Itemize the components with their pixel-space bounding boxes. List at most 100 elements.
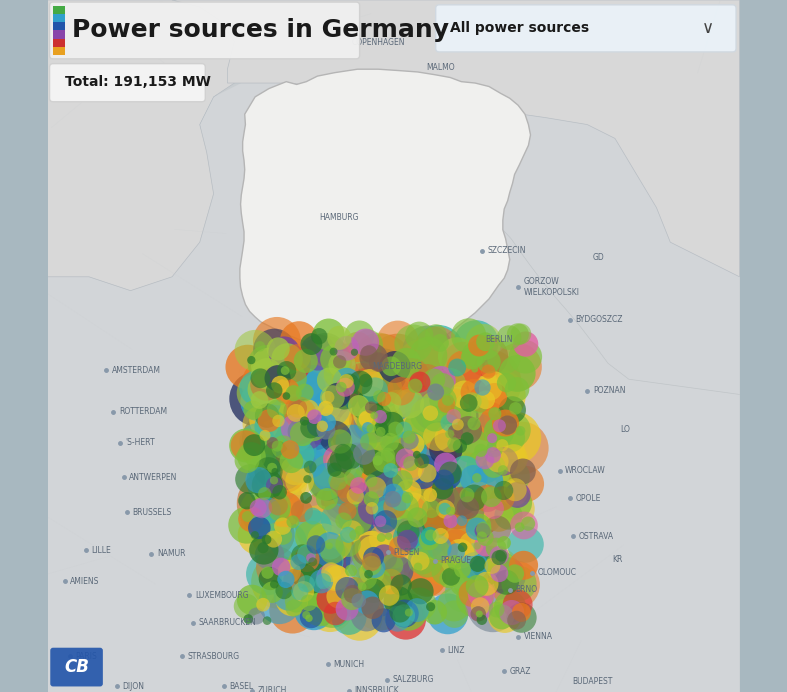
Circle shape <box>320 403 352 435</box>
Circle shape <box>403 456 418 471</box>
Circle shape <box>344 585 362 603</box>
Circle shape <box>497 490 534 528</box>
Circle shape <box>389 500 437 548</box>
Circle shape <box>371 551 409 590</box>
Circle shape <box>423 506 452 535</box>
Circle shape <box>246 467 272 493</box>
Circle shape <box>385 491 401 507</box>
Circle shape <box>411 552 430 570</box>
Circle shape <box>295 448 325 478</box>
Circle shape <box>495 412 530 448</box>
Circle shape <box>419 532 473 586</box>
Circle shape <box>386 377 416 406</box>
Circle shape <box>335 598 359 621</box>
Circle shape <box>355 590 379 614</box>
Circle shape <box>441 415 458 431</box>
Circle shape <box>375 533 411 569</box>
Circle shape <box>338 500 378 539</box>
Circle shape <box>452 392 495 435</box>
Text: PARIS: PARIS <box>76 651 97 661</box>
Circle shape <box>321 563 341 582</box>
Circle shape <box>449 568 478 597</box>
Circle shape <box>320 504 352 535</box>
Circle shape <box>268 500 290 522</box>
Circle shape <box>375 516 386 527</box>
Circle shape <box>437 488 478 529</box>
Circle shape <box>284 344 311 371</box>
Circle shape <box>491 561 540 609</box>
Circle shape <box>509 402 522 415</box>
Text: BASEL: BASEL <box>230 682 253 691</box>
Circle shape <box>423 370 467 413</box>
Circle shape <box>395 480 422 505</box>
Circle shape <box>346 487 364 504</box>
Circle shape <box>494 591 527 623</box>
Circle shape <box>275 582 293 599</box>
Circle shape <box>510 459 536 484</box>
Circle shape <box>303 475 312 483</box>
Circle shape <box>408 379 423 393</box>
Circle shape <box>370 412 378 419</box>
Circle shape <box>421 527 439 545</box>
Circle shape <box>439 462 462 484</box>
Circle shape <box>327 326 351 350</box>
Circle shape <box>249 535 279 565</box>
Circle shape <box>405 489 441 525</box>
Circle shape <box>297 412 327 441</box>
Circle shape <box>508 611 526 630</box>
Text: POZNAN: POZNAN <box>593 386 626 396</box>
Text: HAMBURG: HAMBURG <box>320 213 359 223</box>
Circle shape <box>267 405 321 459</box>
Circle shape <box>427 538 449 560</box>
Text: OSTRAVA: OSTRAVA <box>579 531 614 541</box>
Circle shape <box>393 470 413 491</box>
Circle shape <box>458 543 497 581</box>
Circle shape <box>429 486 455 512</box>
Circle shape <box>449 455 482 489</box>
Circle shape <box>297 412 334 450</box>
Circle shape <box>281 415 309 442</box>
Circle shape <box>466 518 489 540</box>
Circle shape <box>338 406 385 453</box>
Circle shape <box>248 454 281 486</box>
Circle shape <box>362 553 381 572</box>
Polygon shape <box>172 0 740 277</box>
Circle shape <box>482 383 508 408</box>
Circle shape <box>465 324 501 360</box>
Circle shape <box>297 336 352 390</box>
Circle shape <box>240 381 281 422</box>
Circle shape <box>331 407 379 456</box>
Circle shape <box>456 580 493 617</box>
Circle shape <box>252 498 272 518</box>
Circle shape <box>447 486 476 516</box>
Circle shape <box>330 471 357 498</box>
Circle shape <box>476 531 487 542</box>
Circle shape <box>506 603 537 632</box>
Circle shape <box>318 413 336 431</box>
Circle shape <box>508 340 542 374</box>
Circle shape <box>468 401 508 441</box>
Circle shape <box>255 485 286 517</box>
Circle shape <box>248 516 271 539</box>
Circle shape <box>316 421 328 432</box>
Circle shape <box>316 563 346 594</box>
Circle shape <box>444 403 485 444</box>
Circle shape <box>394 495 419 520</box>
Circle shape <box>330 447 355 473</box>
Circle shape <box>376 450 434 509</box>
Circle shape <box>374 422 389 437</box>
Circle shape <box>316 573 331 589</box>
Circle shape <box>442 400 471 428</box>
Circle shape <box>392 495 428 531</box>
Circle shape <box>442 510 482 550</box>
Circle shape <box>257 455 308 505</box>
Circle shape <box>449 535 501 587</box>
Circle shape <box>446 350 482 387</box>
Circle shape <box>355 334 412 390</box>
Circle shape <box>243 504 272 534</box>
Circle shape <box>438 395 456 413</box>
Circle shape <box>447 437 460 450</box>
Circle shape <box>388 421 403 437</box>
Circle shape <box>234 594 259 619</box>
Circle shape <box>410 364 443 397</box>
